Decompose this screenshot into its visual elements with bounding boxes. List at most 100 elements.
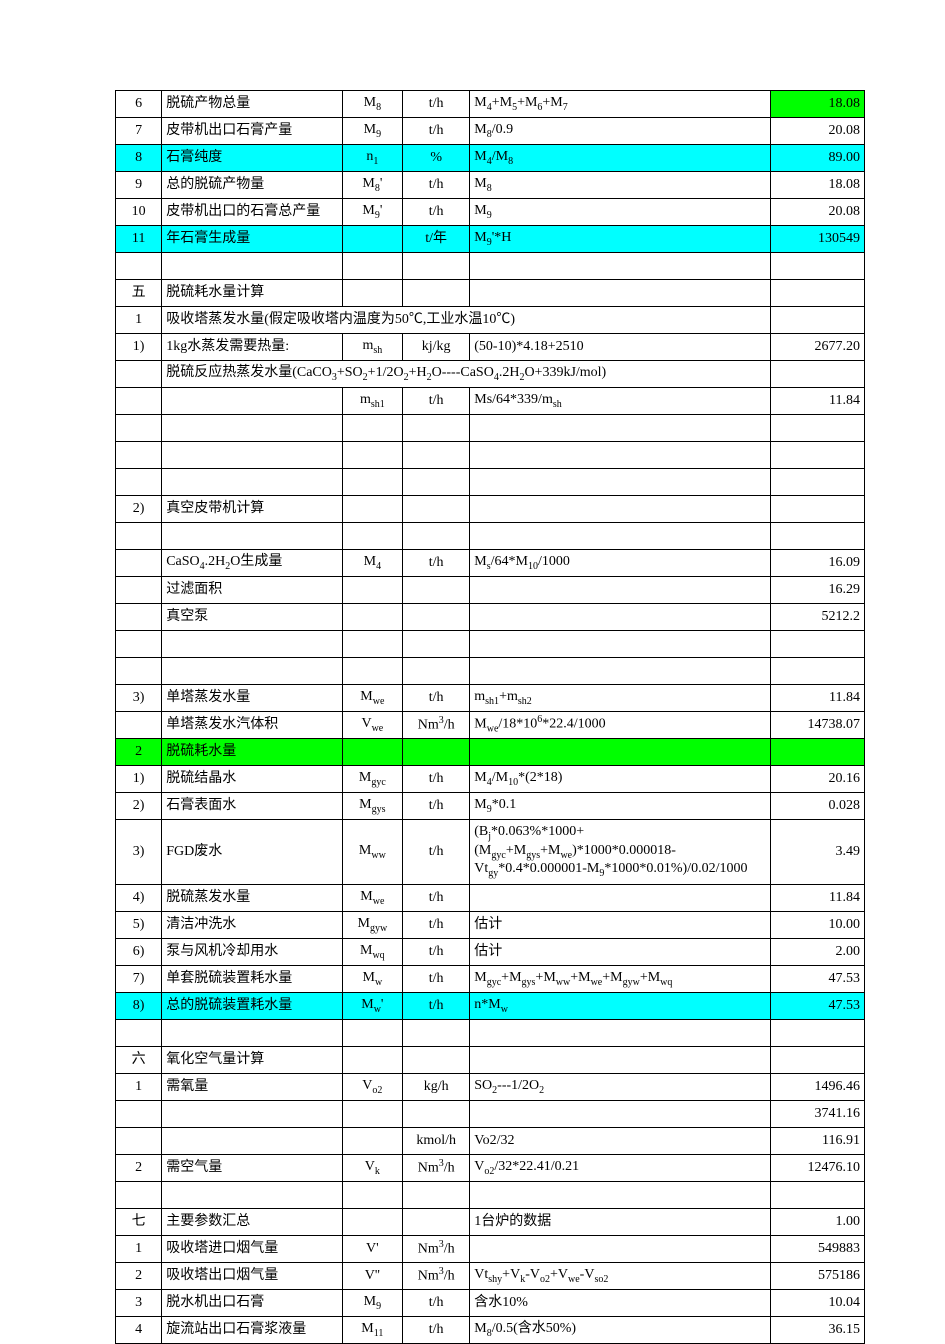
row-value: 11.84 bbox=[770, 685, 864, 712]
row-index: 4 bbox=[116, 1317, 162, 1344]
table-row: kmol/hVo2/32116.91 bbox=[116, 1128, 865, 1155]
row-formula: 1台炉的数据 bbox=[470, 1209, 770, 1236]
row-formula: n*Mw bbox=[470, 993, 770, 1020]
row-value: 549883 bbox=[770, 1236, 864, 1263]
row-formula: Mwe/18*106*22.4/1000 bbox=[470, 712, 770, 739]
row-description: 年石膏生成量 bbox=[162, 226, 342, 253]
table-row: 1需氧量Vo2kg/hSO2---1/2O21496.46 bbox=[116, 1074, 865, 1101]
row-index bbox=[116, 415, 162, 442]
row-value: 10.00 bbox=[770, 912, 864, 939]
row-formula bbox=[470, 442, 770, 469]
row-formula bbox=[470, 1101, 770, 1128]
table-row: msh1t/hMs/64*339/msh11.84 bbox=[116, 388, 865, 415]
row-unit bbox=[403, 1209, 470, 1236]
table-row: 2脱硫耗水量 bbox=[116, 739, 865, 766]
row-unit: t/h bbox=[403, 885, 470, 912]
row-unit: Nm3/h bbox=[403, 1236, 470, 1263]
row-unit: kmol/h bbox=[403, 1128, 470, 1155]
row-description bbox=[162, 253, 342, 280]
row-formula bbox=[470, 280, 770, 307]
table-row: 6)泵与风机冷却用水Mwqt/h估计2.00 bbox=[116, 939, 865, 966]
row-unit bbox=[403, 253, 470, 280]
row-description: 泵与风机冷却用水 bbox=[162, 939, 342, 966]
row-description bbox=[162, 1182, 342, 1209]
row-unit bbox=[403, 577, 470, 604]
row-value bbox=[770, 307, 864, 334]
row-description: 真空皮带机计算 bbox=[162, 496, 342, 523]
row-formula: M4+M5+M6+M7 bbox=[470, 91, 770, 118]
row-symbol: Mwe bbox=[342, 685, 402, 712]
row-unit: Nm3/h bbox=[403, 712, 470, 739]
row-symbol bbox=[342, 415, 402, 442]
row-description: 单塔蒸发水汽体积 bbox=[162, 712, 342, 739]
row-value bbox=[770, 496, 864, 523]
row-description: 1kg水蒸发需要热量: bbox=[162, 334, 342, 361]
row-unit bbox=[403, 739, 470, 766]
row-unit: t/h bbox=[403, 966, 470, 993]
row-unit: t/h bbox=[403, 766, 470, 793]
table-row: 8)总的脱硫装置耗水量Mw't/hn*Mw47.53 bbox=[116, 993, 865, 1020]
row-description: 过滤面积 bbox=[162, 577, 342, 604]
row-unit bbox=[403, 631, 470, 658]
row-value: 36.15 bbox=[770, 1317, 864, 1344]
row-symbol bbox=[342, 280, 402, 307]
row-formula: M8 bbox=[470, 172, 770, 199]
row-symbol: V'' bbox=[342, 1263, 402, 1290]
row-symbol bbox=[342, 226, 402, 253]
row-description bbox=[162, 1128, 342, 1155]
row-value bbox=[770, 280, 864, 307]
row-value bbox=[770, 1020, 864, 1047]
row-description bbox=[162, 469, 342, 496]
table-row: 4旋流站出口石膏浆液量M11t/hM8/0.5(含水50%)36.15 bbox=[116, 1317, 865, 1344]
row-unit bbox=[403, 604, 470, 631]
row-index: 11 bbox=[116, 226, 162, 253]
row-value: 3741.16 bbox=[770, 1101, 864, 1128]
row-index bbox=[116, 712, 162, 739]
row-index: 3) bbox=[116, 685, 162, 712]
row-value bbox=[770, 253, 864, 280]
row-unit: t/h bbox=[403, 793, 470, 820]
table-row: 2)真空皮带机计算 bbox=[116, 496, 865, 523]
row-symbol bbox=[342, 1047, 402, 1074]
table-row: 6脱硫产物总量M8t/hM4+M5+M6+M718.08 bbox=[116, 91, 865, 118]
table-row: 脱硫反应热蒸发水量(CaCO3+SO2+1/2O2+H2O----CaSO4.2… bbox=[116, 361, 865, 388]
row-formula: M9'*H bbox=[470, 226, 770, 253]
row-formula: 估计 bbox=[470, 939, 770, 966]
row-formula: Vo2/32 bbox=[470, 1128, 770, 1155]
row-value bbox=[770, 1047, 864, 1074]
row-formula: (50-10)*4.18+2510 bbox=[470, 334, 770, 361]
row-index bbox=[116, 523, 162, 550]
row-unit: Nm3/h bbox=[403, 1155, 470, 1182]
row-description: 脱硫耗水量 bbox=[162, 739, 342, 766]
row-formula bbox=[470, 1047, 770, 1074]
row-formula bbox=[470, 739, 770, 766]
row-value: 1.00 bbox=[770, 1209, 864, 1236]
row-index: 7) bbox=[116, 966, 162, 993]
row-unit bbox=[403, 1182, 470, 1209]
row-index: 2 bbox=[116, 1155, 162, 1182]
row-value: 10.04 bbox=[770, 1290, 864, 1317]
row-value: 16.09 bbox=[770, 550, 864, 577]
row-formula bbox=[470, 577, 770, 604]
row-index bbox=[116, 658, 162, 685]
row-symbol: M8' bbox=[342, 172, 402, 199]
row-formula: M4/M10*(2*18) bbox=[470, 766, 770, 793]
row-index: 4) bbox=[116, 885, 162, 912]
row-index bbox=[116, 604, 162, 631]
row-formula: Vo2/32*22.41/0.21 bbox=[470, 1155, 770, 1182]
table-row: 3741.16 bbox=[116, 1101, 865, 1128]
row-description: 皮带机出口石膏产量 bbox=[162, 118, 342, 145]
table-row: 2)石膏表面水Mgyst/hM9*0.10.028 bbox=[116, 793, 865, 820]
row-index bbox=[116, 1128, 162, 1155]
table-row: 1)1kg水蒸发需要热量:mshkj/kg(50-10)*4.18+251026… bbox=[116, 334, 865, 361]
row-value: 18.08 bbox=[770, 172, 864, 199]
row-value: 89.00 bbox=[770, 145, 864, 172]
row-index bbox=[116, 550, 162, 577]
row-formula: 估计 bbox=[470, 912, 770, 939]
row-formula: M8/0.9 bbox=[470, 118, 770, 145]
row-description: 清洁冲洗水 bbox=[162, 912, 342, 939]
table-row: 10皮带机出口的石膏总产量M9't/hM920.08 bbox=[116, 199, 865, 226]
table-row: 七主要参数汇总1台炉的数据1.00 bbox=[116, 1209, 865, 1236]
row-description-span: 吸收塔蒸发水量(假定吸收塔内温度为50℃,工业水温10℃) bbox=[162, 307, 771, 334]
row-description: 需空气量 bbox=[162, 1155, 342, 1182]
